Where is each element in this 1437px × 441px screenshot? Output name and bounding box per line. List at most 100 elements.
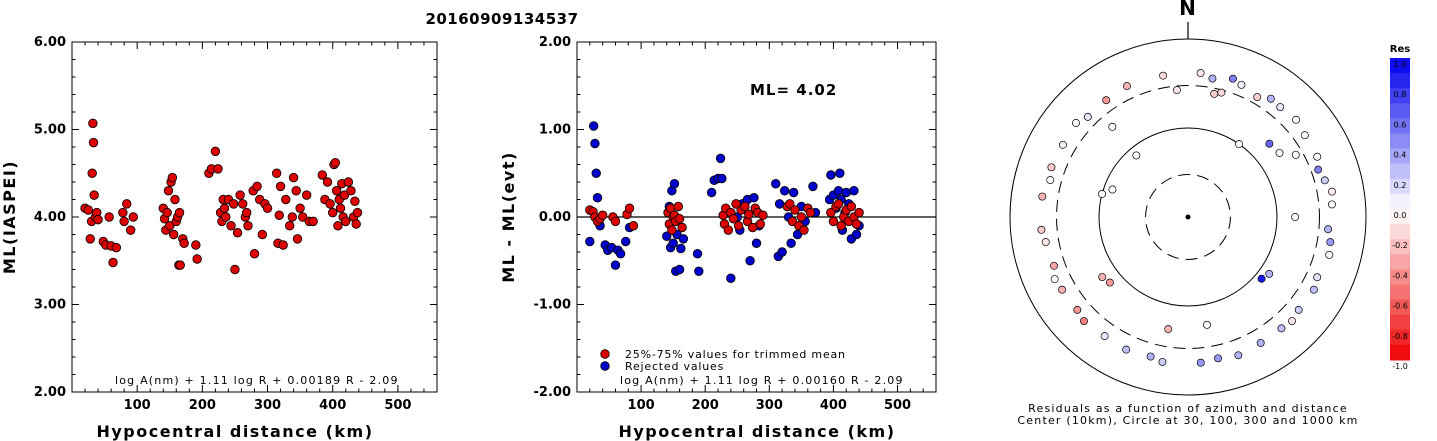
station-residual [1327,200,1336,209]
data-point [805,207,816,218]
colorbar: 1.0 0.8 0.6 0.4 0.2 0.0 -0.2 -0.4 -0.6 -0.8 -1.0 [1390,58,1410,371]
data-point [352,207,363,218]
data-point [175,260,185,270]
station-residual [1100,332,1109,341]
data-point [85,234,95,244]
y-tick-label: 5.00 [34,123,66,138]
station-residual [1313,152,1322,161]
data-point [610,260,621,270]
data-point [674,214,685,224]
data-point [330,158,341,168]
legend-marker-trimmed [600,349,610,359]
station-residual [1214,354,1222,363]
data-point [678,234,689,244]
data-point [281,194,291,205]
x-tick-label: 400 [820,398,847,413]
data-point [591,168,601,178]
figure-title: 20160909134537 [425,10,578,28]
data-point [726,273,736,283]
y-tick-label: -2.00 [534,385,571,400]
data-point [826,170,836,180]
data-point [238,199,248,209]
data-point [298,212,308,222]
colorbar-segment [1390,329,1410,346]
station-residual [1058,285,1067,294]
data-point [758,210,768,220]
station-residual [1164,325,1173,334]
data-point [771,179,781,189]
center-marker [1185,214,1191,220]
data-point [790,205,800,215]
station-residual [1277,324,1286,333]
colorbar-label: 0.6 [1394,120,1407,129]
data-point [799,225,809,235]
data-point [597,210,608,220]
y-tick-label: 2.00 [34,385,66,400]
left-y-axis-label: ML(IASPEI) [0,160,19,274]
colorbar-segment [1390,133,1410,150]
x-tick-label: 400 [319,398,346,413]
data-point [274,210,284,220]
data-point [849,186,859,196]
legend-label-trimmed: 25%-75% values for trimmed mean [625,348,846,361]
colorbar-label: 0.2 [1394,181,1407,190]
colorbar-segment [1390,148,1410,165]
station-residual [1041,238,1050,247]
station-residual [1050,275,1059,284]
data-point [833,199,844,209]
middle-x-axis-label: Hypocentral distance (km) [618,422,895,441]
station-residual [1309,285,1318,294]
station-residual [1108,122,1117,131]
data-point [676,243,686,254]
colorbar-segment [1390,73,1410,89]
data-point [628,221,639,231]
station-residual [1294,305,1303,314]
station-residual [1314,165,1323,174]
x-tick-label: 200 [692,398,719,413]
data-point [592,193,603,203]
x-tick-label: 200 [189,398,216,413]
data-point [744,209,754,220]
data-point [249,249,260,259]
data-point [163,186,174,196]
data-point [308,216,318,227]
data-point [278,240,288,250]
colorbar-segment [1390,284,1410,301]
data-point [585,236,595,247]
data-point [191,240,201,250]
distance-ring-30km [1145,174,1231,260]
station-residual [1210,89,1219,98]
x-tick-label: 300 [756,398,783,413]
x-tick-label: 500 [384,398,411,413]
colorbar-label: -0.2 [1392,241,1408,250]
data-point [796,212,807,222]
colorbar-segment [1390,88,1410,104]
data-point [731,199,741,209]
data-point [210,146,221,157]
data-point [118,207,128,218]
data-point [89,190,99,200]
station-residual [1328,187,1336,196]
data-point [88,118,98,129]
station-residual [1256,338,1265,347]
data-point [346,186,356,196]
colorbar-segment [1390,344,1410,361]
data-point [755,219,766,229]
data-point [213,164,223,174]
data-point [179,238,189,248]
station-residual [1146,352,1155,361]
colorbar-label: 0.0 [1394,211,1407,220]
station-residual [1275,148,1284,157]
data-point [706,187,717,198]
data-point [610,216,621,227]
data-point [83,205,93,215]
station-residual [1313,273,1322,282]
colorbar-segment [1390,118,1410,134]
data-point [787,216,798,227]
data-point [226,221,236,231]
colorbar-label: 0.4 [1394,151,1407,160]
data-point [192,254,202,264]
data-point [170,194,180,205]
station-residual [1083,112,1092,121]
station-residual [1158,357,1167,366]
